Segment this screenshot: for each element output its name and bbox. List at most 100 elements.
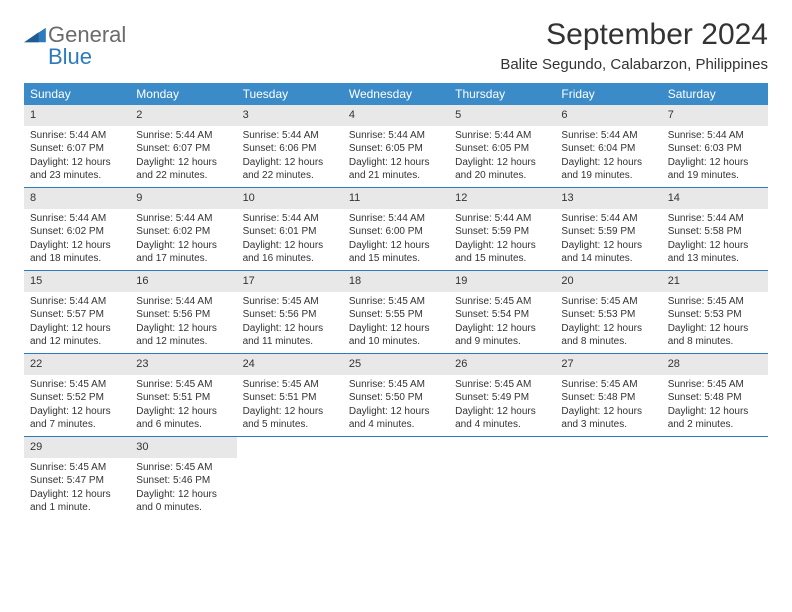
day-details: Sunrise: 5:44 AMSunset: 6:04 PMDaylight:… bbox=[555, 126, 661, 187]
sunset-text: Sunset: 5:51 PM bbox=[136, 391, 230, 405]
sunrise-text: Sunrise: 5:45 AM bbox=[30, 378, 124, 392]
calendar-cell: 20Sunrise: 5:45 AMSunset: 5:53 PMDayligh… bbox=[555, 271, 661, 353]
daylight-text: Daylight: 12 hours and 8 minutes. bbox=[561, 322, 655, 349]
day-number: 22 bbox=[24, 354, 130, 375]
daylight-text: Daylight: 12 hours and 3 minutes. bbox=[561, 405, 655, 432]
day-number: 18 bbox=[343, 271, 449, 292]
day-number: 6 bbox=[555, 105, 661, 126]
day-number: 9 bbox=[130, 188, 236, 209]
calendar-cell: 1Sunrise: 5:44 AMSunset: 6:07 PMDaylight… bbox=[24, 105, 130, 187]
day-details: Sunrise: 5:44 AMSunset: 6:00 PMDaylight:… bbox=[343, 209, 449, 270]
sunrise-text: Sunrise: 5:44 AM bbox=[668, 129, 762, 143]
location-text: Balite Segundo, Calabarzon, Philippines bbox=[500, 56, 768, 73]
sunrise-text: Sunrise: 5:44 AM bbox=[136, 295, 230, 309]
brand-word-2: Blue bbox=[48, 44, 92, 69]
calendar-cell: 24Sunrise: 5:45 AMSunset: 5:51 PMDayligh… bbox=[237, 354, 343, 436]
sunset-text: Sunset: 6:03 PM bbox=[668, 142, 762, 156]
calendar-cell: 3Sunrise: 5:44 AMSunset: 6:06 PMDaylight… bbox=[237, 105, 343, 187]
weekday-header: Sunday Monday Tuesday Wednesday Thursday… bbox=[24, 83, 768, 105]
calendar-cell: 28Sunrise: 5:45 AMSunset: 5:48 PMDayligh… bbox=[662, 354, 768, 436]
sunset-text: Sunset: 5:53 PM bbox=[668, 308, 762, 322]
calendar-cell: 8Sunrise: 5:44 AMSunset: 6:02 PMDaylight… bbox=[24, 188, 130, 270]
day-details: Sunrise: 5:45 AMSunset: 5:56 PMDaylight:… bbox=[237, 292, 343, 353]
sunset-text: Sunset: 5:47 PM bbox=[30, 474, 124, 488]
sunrise-text: Sunrise: 5:45 AM bbox=[455, 378, 549, 392]
sunset-text: Sunset: 5:59 PM bbox=[455, 225, 549, 239]
day-details: Sunrise: 5:45 AMSunset: 5:52 PMDaylight:… bbox=[24, 375, 130, 436]
sunset-text: Sunset: 5:48 PM bbox=[561, 391, 655, 405]
sunset-text: Sunset: 5:46 PM bbox=[136, 474, 230, 488]
day-number: 20 bbox=[555, 271, 661, 292]
calendar-cell: 10Sunrise: 5:44 AMSunset: 6:01 PMDayligh… bbox=[237, 188, 343, 270]
daylight-text: Daylight: 12 hours and 15 minutes. bbox=[455, 239, 549, 266]
sunrise-text: Sunrise: 5:45 AM bbox=[349, 378, 443, 392]
sunrise-text: Sunrise: 5:45 AM bbox=[668, 295, 762, 309]
day-number: 14 bbox=[662, 188, 768, 209]
calendar-cell: 29Sunrise: 5:45 AMSunset: 5:47 PMDayligh… bbox=[24, 437, 130, 519]
day-number: 5 bbox=[449, 105, 555, 126]
daylight-text: Daylight: 12 hours and 12 minutes. bbox=[30, 322, 124, 349]
day-details: Sunrise: 5:44 AMSunset: 5:56 PMDaylight:… bbox=[130, 292, 236, 353]
day-number: 2 bbox=[130, 105, 236, 126]
calendar-cell-empty bbox=[237, 437, 343, 519]
day-details: Sunrise: 5:45 AMSunset: 5:53 PMDaylight:… bbox=[555, 292, 661, 353]
day-number: 19 bbox=[449, 271, 555, 292]
sunrise-text: Sunrise: 5:44 AM bbox=[668, 212, 762, 226]
day-details: Sunrise: 5:45 AMSunset: 5:46 PMDaylight:… bbox=[130, 458, 236, 519]
day-details: Sunrise: 5:44 AMSunset: 6:07 PMDaylight:… bbox=[24, 126, 130, 187]
calendar-cell: 23Sunrise: 5:45 AMSunset: 5:51 PMDayligh… bbox=[130, 354, 236, 436]
daylight-text: Daylight: 12 hours and 23 minutes. bbox=[30, 156, 124, 183]
day-details: Sunrise: 5:44 AMSunset: 5:59 PMDaylight:… bbox=[555, 209, 661, 270]
daylight-text: Daylight: 12 hours and 14 minutes. bbox=[561, 239, 655, 266]
day-number: 1 bbox=[24, 105, 130, 126]
day-number: 12 bbox=[449, 188, 555, 209]
daylight-text: Daylight: 12 hours and 13 minutes. bbox=[668, 239, 762, 266]
daylight-text: Daylight: 12 hours and 11 minutes. bbox=[243, 322, 337, 349]
daylight-text: Daylight: 12 hours and 18 minutes. bbox=[30, 239, 124, 266]
day-details: Sunrise: 5:44 AMSunset: 6:05 PMDaylight:… bbox=[343, 126, 449, 187]
day-details: Sunrise: 5:45 AMSunset: 5:48 PMDaylight:… bbox=[555, 375, 661, 436]
day-details: Sunrise: 5:44 AMSunset: 5:59 PMDaylight:… bbox=[449, 209, 555, 270]
sunrise-text: Sunrise: 5:45 AM bbox=[561, 295, 655, 309]
sunrise-text: Sunrise: 5:45 AM bbox=[668, 378, 762, 392]
calendar-cell: 4Sunrise: 5:44 AMSunset: 6:05 PMDaylight… bbox=[343, 105, 449, 187]
sunset-text: Sunset: 6:05 PM bbox=[349, 142, 443, 156]
weekday-label: Wednesday bbox=[343, 83, 449, 105]
calendar-cell: 25Sunrise: 5:45 AMSunset: 5:50 PMDayligh… bbox=[343, 354, 449, 436]
sunset-text: Sunset: 5:55 PM bbox=[349, 308, 443, 322]
day-number: 15 bbox=[24, 271, 130, 292]
sunset-text: Sunset: 6:02 PM bbox=[30, 225, 124, 239]
daylight-text: Daylight: 12 hours and 20 minutes. bbox=[455, 156, 549, 183]
day-number: 29 bbox=[24, 437, 130, 458]
weekday-label: Friday bbox=[555, 83, 661, 105]
daylight-text: Daylight: 12 hours and 4 minutes. bbox=[455, 405, 549, 432]
sunrise-text: Sunrise: 5:44 AM bbox=[30, 129, 124, 143]
day-number: 26 bbox=[449, 354, 555, 375]
daylight-text: Daylight: 12 hours and 9 minutes. bbox=[455, 322, 549, 349]
sunrise-text: Sunrise: 5:44 AM bbox=[349, 212, 443, 226]
sunrise-text: Sunrise: 5:44 AM bbox=[455, 212, 549, 226]
calendar-cell: 14Sunrise: 5:44 AMSunset: 5:58 PMDayligh… bbox=[662, 188, 768, 270]
sunset-text: Sunset: 5:50 PM bbox=[349, 391, 443, 405]
weekday-label: Monday bbox=[130, 83, 236, 105]
header: General Blue September 2024 Balite Segun… bbox=[24, 18, 768, 73]
daylight-text: Daylight: 12 hours and 0 minutes. bbox=[136, 488, 230, 515]
daylight-text: Daylight: 12 hours and 15 minutes. bbox=[349, 239, 443, 266]
day-number: 11 bbox=[343, 188, 449, 209]
sunset-text: Sunset: 5:48 PM bbox=[668, 391, 762, 405]
logo-triangle-icon bbox=[24, 26, 46, 44]
calendar: Sunday Monday Tuesday Wednesday Thursday… bbox=[24, 83, 768, 519]
sunrise-text: Sunrise: 5:44 AM bbox=[136, 129, 230, 143]
daylight-text: Daylight: 12 hours and 10 minutes. bbox=[349, 322, 443, 349]
month-title: September 2024 bbox=[500, 18, 768, 52]
day-number: 28 bbox=[662, 354, 768, 375]
sunset-text: Sunset: 6:00 PM bbox=[349, 225, 443, 239]
calendar-cell: 27Sunrise: 5:45 AMSunset: 5:48 PMDayligh… bbox=[555, 354, 661, 436]
sunset-text: Sunset: 5:54 PM bbox=[455, 308, 549, 322]
calendar-cell: 6Sunrise: 5:44 AMSunset: 6:04 PMDaylight… bbox=[555, 105, 661, 187]
sunrise-text: Sunrise: 5:44 AM bbox=[561, 212, 655, 226]
sunset-text: Sunset: 6:07 PM bbox=[30, 142, 124, 156]
day-details: Sunrise: 5:44 AMSunset: 6:01 PMDaylight:… bbox=[237, 209, 343, 270]
daylight-text: Daylight: 12 hours and 16 minutes. bbox=[243, 239, 337, 266]
day-details: Sunrise: 5:45 AMSunset: 5:53 PMDaylight:… bbox=[662, 292, 768, 353]
